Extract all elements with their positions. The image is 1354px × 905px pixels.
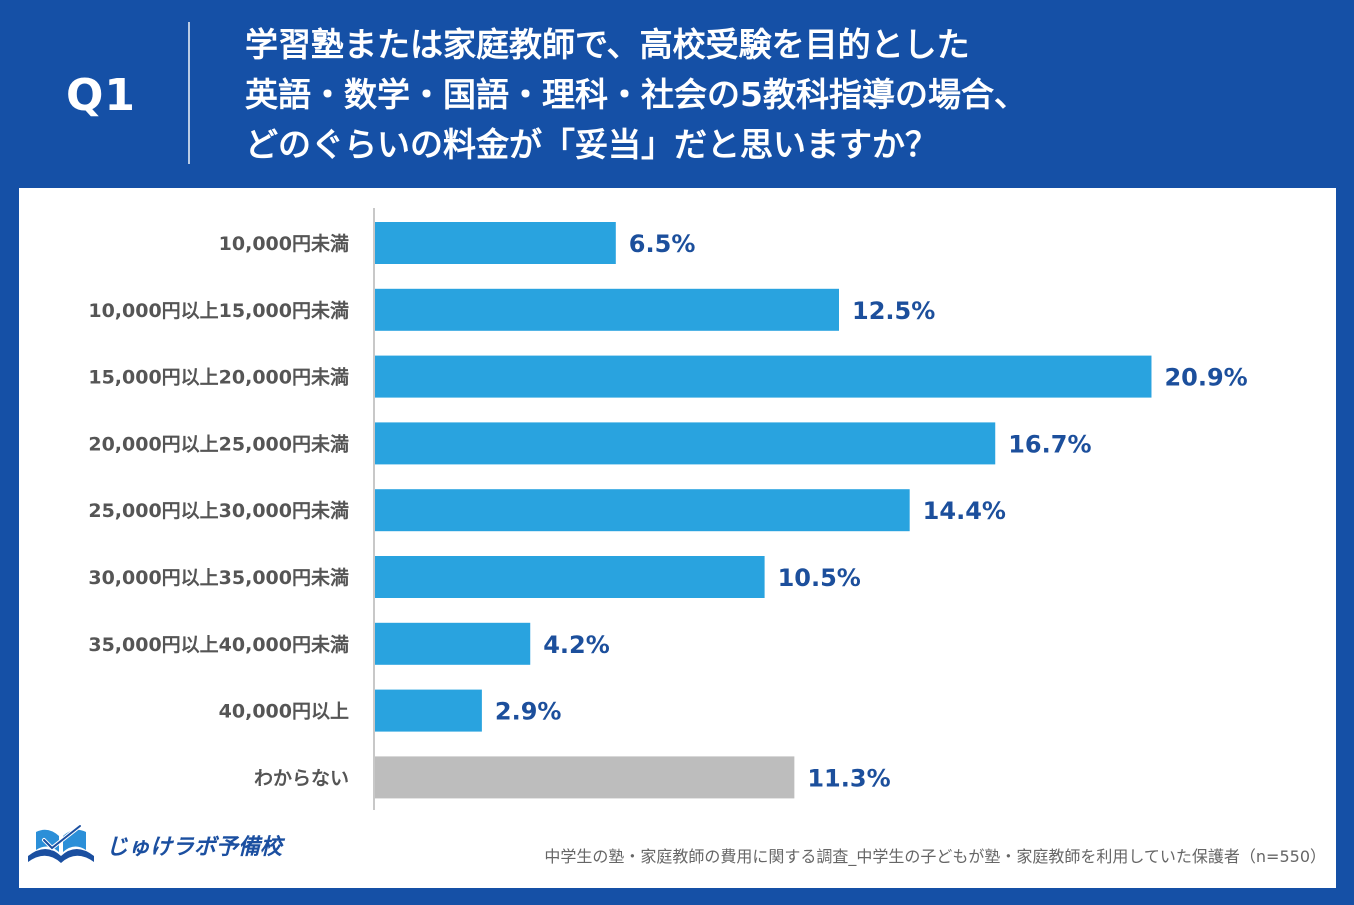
value-label: 6.5%: [629, 230, 696, 258]
category-label: 15,000円以上20,000円未満: [88, 366, 349, 389]
bar: [374, 222, 616, 264]
question-line-2: 英語・数学・国語・理科・社会の5教科指導の場合、: [245, 75, 1027, 114]
value-label: 16.7%: [1008, 430, 1091, 458]
bar: [374, 756, 795, 799]
value-label: 14.4%: [923, 497, 1006, 525]
header: Q1 学習塾または家庭教師で、高校受験を目的とした 英語・数学・国語・理科・社会…: [0, 0, 1354, 188]
category-label: 30,000円以上35,000円未満: [88, 566, 349, 589]
bar: [374, 288, 839, 331]
bar-chart: 10,000円未満 6.5% 10,000円以上15,000円未満 12.5% 15,0…: [88, 208, 1248, 810]
bar: [374, 422, 996, 465]
value-label: 10.5%: [778, 564, 861, 592]
logo-text: じゅけラボ予備校: [106, 835, 283, 860]
bar: [374, 689, 482, 732]
category-label: わからない: [254, 767, 349, 789]
category-label: 35,000円以上40,000円未満: [88, 633, 349, 656]
book-logo-icon: [28, 824, 94, 863]
category-label: 10,000円未満: [219, 232, 349, 255]
bar: [374, 556, 765, 598]
question-line-3: どのぐらいの料金が「妥当」だと思いますか？: [245, 125, 938, 164]
question-line-1: 学習塾または家庭教師で、高校受験を目的とした: [245, 25, 970, 64]
category-label: 40,000円以上: [219, 701, 349, 723]
logo: じゅけラボ予備校: [22, 820, 312, 870]
bar: [374, 489, 910, 532]
value-label: 20.9%: [1164, 364, 1247, 392]
question-number: Q1: [66, 70, 137, 121]
bar: [374, 355, 1152, 398]
bar: [374, 622, 531, 665]
value-label: 12.5%: [852, 297, 935, 325]
value-label: 4.2%: [543, 631, 610, 659]
category-label: 25,000円以上30,000円未満: [88, 499, 349, 522]
category-label: 20,000円以上25,000円未満: [88, 432, 349, 455]
value-label: 2.9%: [495, 698, 562, 726]
value-label: 11.3%: [807, 764, 890, 792]
source-note: 中学生の塾・家庭教師の費用に関する調査_中学生の子どもが塾・家庭教師を利用してい…: [544, 847, 1326, 866]
header-divider: [188, 22, 190, 164]
question-text: 学習塾または家庭教師で、高校受験を目的とした 英語・数学・国語・理科・社会の5教…: [245, 20, 1325, 170]
category-label: 10,000円以上15,000円未満: [88, 299, 349, 322]
chart-panel: 10,000円未満 6.5% 10,000円以上15,000円未満 12.5% 15,0…: [19, 188, 1336, 888]
